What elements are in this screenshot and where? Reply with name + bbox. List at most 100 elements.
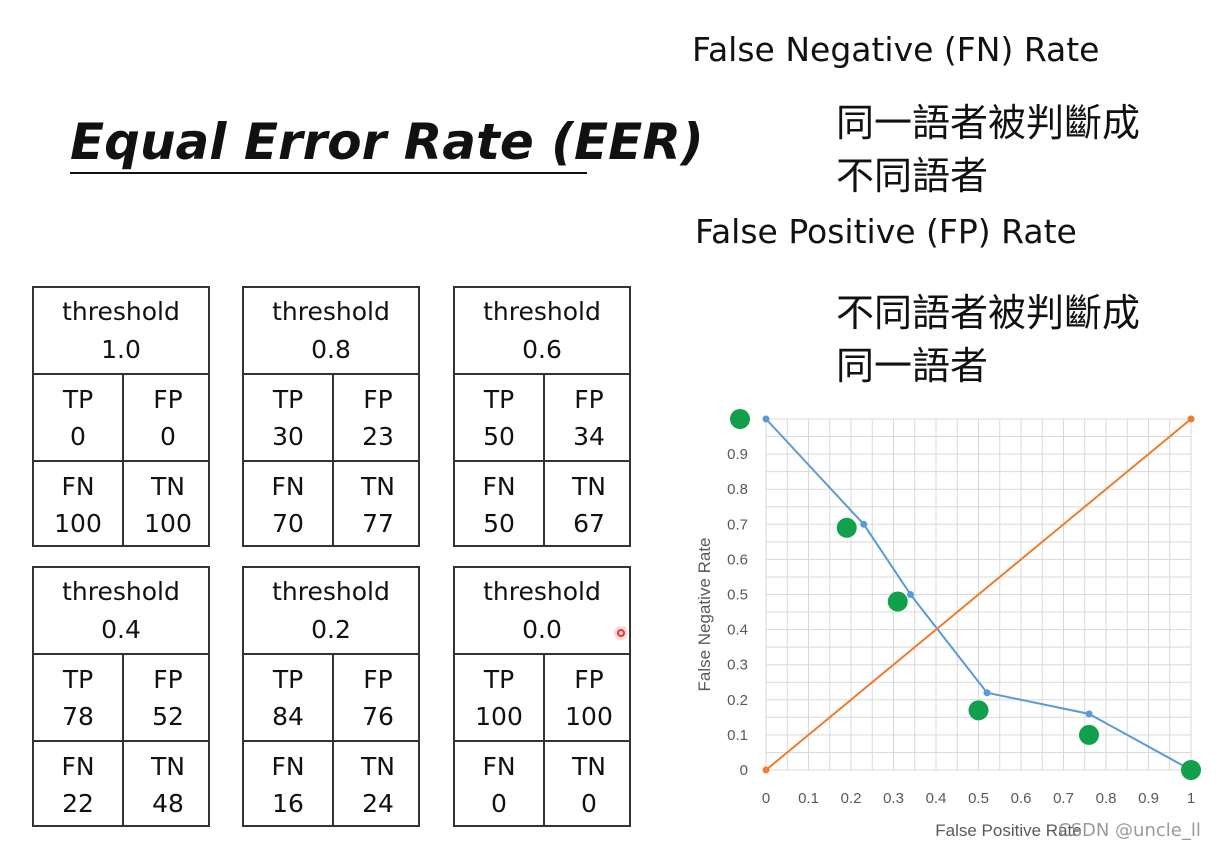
error-rate-chart: 0 0.1 0.2 0.3 0.4 0.5 0.6 0.7 0.8 0.9 0 0.1 0.2 0.3 0.… (695, 409, 1201, 840)
tp-cell: TP 100 (455, 655, 543, 741)
fn-cell: FN 70 (244, 462, 332, 548)
eer-marker (730, 409, 750, 429)
fn-cell: FN 0 (455, 742, 543, 828)
watermark: CSDN @uncle_ll (1058, 820, 1201, 841)
fp-label: FP (363, 385, 393, 414)
tp-cell: TP 0 (34, 375, 122, 461)
eer-marker (1181, 760, 1201, 780)
fp-cell: FP 0 (124, 375, 212, 461)
fn-label: FN (482, 752, 516, 781)
cell-divider (34, 460, 208, 462)
x-tick-label: 0.1 (798, 790, 819, 807)
y-tick-label: 0.4 (727, 622, 748, 639)
eer-marker (836, 517, 857, 538)
x-tick-label: 0.6 (1011, 790, 1032, 807)
fp-count: 0 (160, 422, 176, 451)
threshold-value: 1.0 (101, 334, 141, 364)
title-underline (70, 172, 587, 174)
series-point (1085, 710, 1093, 718)
y-axis-label: False Negative Rate (695, 537, 714, 691)
fp-label: FP (574, 385, 604, 414)
series-point (1187, 415, 1195, 423)
series-line (765, 418, 1192, 771)
cell-divider (244, 740, 418, 742)
fn-label: FN (271, 752, 305, 781)
fp-rate-description-line2: 同一語者 (836, 344, 989, 388)
y-tick-label: 0.9 (727, 446, 748, 463)
tp-count: 50 (483, 422, 515, 451)
threshold-table: threshold 0.6 TP 50 FP 34 FN 50 TN 67 (453, 286, 631, 547)
tn-cell: TN 0 (545, 742, 633, 828)
threshold-label: threshold (483, 576, 601, 606)
tn-cell: TN 24 (334, 742, 422, 828)
fp-cell: FP 52 (124, 655, 212, 741)
y-tick-label: 0.5 (727, 587, 748, 604)
tn-count: 77 (362, 509, 394, 538)
x-tick-label: 0.4 (926, 790, 947, 807)
tn-label: TN (151, 472, 185, 501)
tn-cell: TN 67 (545, 462, 633, 548)
tp-cell: TP 78 (34, 655, 122, 741)
y-tick-label: 0.2 (727, 692, 748, 709)
tp-cell: TP 84 (244, 655, 332, 741)
y-tick-label: 0.8 (727, 481, 748, 498)
series-point (762, 415, 770, 423)
tn-cell: TN 48 (124, 742, 212, 828)
threshold-label: threshold (272, 576, 390, 606)
series-point (907, 591, 914, 598)
tp-cell: TP 30 (244, 375, 332, 461)
tp-count: 84 (272, 702, 304, 731)
cell-divider (34, 740, 208, 742)
threshold-header: threshold 0.8 (244, 288, 418, 375)
threshold-value: 0.2 (311, 614, 351, 644)
tn-count: 100 (144, 509, 192, 538)
fn-rate-description-line2: 不同語者 (836, 154, 989, 198)
x-tick-label: 1 (1187, 790, 1195, 807)
fp-count: 23 (362, 422, 394, 451)
tn-count: 0 (581, 789, 597, 818)
fp-label: FP (574, 665, 604, 694)
threshold-value: 0.8 (311, 334, 351, 364)
fn-count: 50 (483, 509, 515, 538)
threshold-header: threshold 0.6 (455, 288, 629, 375)
fn-count: 100 (54, 509, 102, 538)
tn-count: 48 (152, 789, 184, 818)
y-tick-label: 0 (740, 762, 748, 779)
y-tick-label: 0.3 (727, 657, 748, 674)
fn-cell: FN 100 (34, 462, 122, 548)
cell-divider (244, 460, 418, 462)
tn-cell: TN 77 (334, 462, 422, 548)
eer-marker (1079, 724, 1099, 745)
y-tick-label: 0.1 (727, 727, 748, 744)
fn-cell: FN 16 (244, 742, 332, 828)
series-point (762, 766, 770, 774)
fp-count: 100 (565, 702, 613, 731)
cell-divider (455, 740, 629, 742)
threshold-value: 0.6 (522, 334, 562, 364)
series-point (983, 689, 991, 697)
fn-count: 0 (491, 789, 507, 818)
tp-label: TP (483, 665, 515, 694)
y-tick-label: 0.6 (727, 551, 748, 568)
fn-count: 22 (62, 789, 94, 818)
tn-count: 67 (573, 509, 605, 538)
fn-cell: FN 50 (455, 462, 543, 548)
page-title: Equal Error Rate (EER) (70, 113, 704, 171)
threshold-value: 0.4 (101, 614, 141, 644)
threshold-header: threshold 0.4 (34, 568, 208, 655)
fn-count: 70 (272, 509, 304, 538)
threshold-table: threshold 0.4 TP 78 FP 52 FN 22 TN 48 (32, 566, 210, 827)
cell-divider (455, 460, 629, 462)
y-tick-label: 0.7 (727, 516, 748, 533)
x-tick-label: 0.5 (968, 790, 989, 807)
threshold-value: 0.0 (522, 614, 562, 644)
tp-count: 100 (475, 702, 523, 731)
tp-label: TP (483, 385, 515, 414)
x-tick-label: 0.7 (1053, 790, 1074, 807)
tn-count: 24 (362, 789, 394, 818)
series-point (860, 520, 868, 528)
threshold-table: threshold 0.0 TP 100 FP 100 FN 0 TN 0 (453, 566, 631, 827)
fn-rate-description-line1: 同一語者被判斷成 (836, 101, 1141, 145)
fp-cell: FP 34 (545, 375, 633, 461)
fp-label: FP (153, 385, 183, 414)
